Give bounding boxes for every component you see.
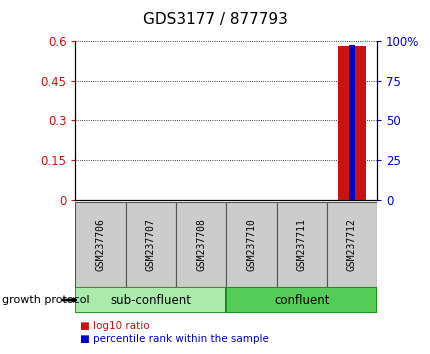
Text: GSM237707: GSM237707	[145, 218, 156, 271]
Text: GSM237710: GSM237710	[246, 218, 256, 271]
Text: GSM237708: GSM237708	[196, 218, 206, 271]
Bar	[226, 287, 376, 313]
Bar	[226, 202, 276, 287]
Text: GDS3177 / 877793: GDS3177 / 877793	[143, 12, 287, 27]
Bar	[75, 287, 226, 313]
Bar	[175, 202, 226, 287]
Text: confluent: confluent	[273, 293, 329, 307]
Text: growth protocol: growth protocol	[2, 295, 89, 305]
Bar	[75, 202, 126, 287]
Bar	[326, 202, 376, 287]
Bar	[348, 45, 354, 200]
Text: GSM237712: GSM237712	[346, 218, 356, 271]
Bar	[126, 202, 175, 287]
Text: ■ log10 ratio: ■ log10 ratio	[80, 321, 149, 331]
Text: sub-confluent: sub-confluent	[110, 293, 191, 307]
Bar	[338, 46, 365, 200]
Bar	[276, 202, 326, 287]
Text: GSM237711: GSM237711	[296, 218, 306, 271]
Text: GSM237706: GSM237706	[95, 218, 105, 271]
Text: ■ percentile rank within the sample: ■ percentile rank within the sample	[80, 334, 268, 344]
